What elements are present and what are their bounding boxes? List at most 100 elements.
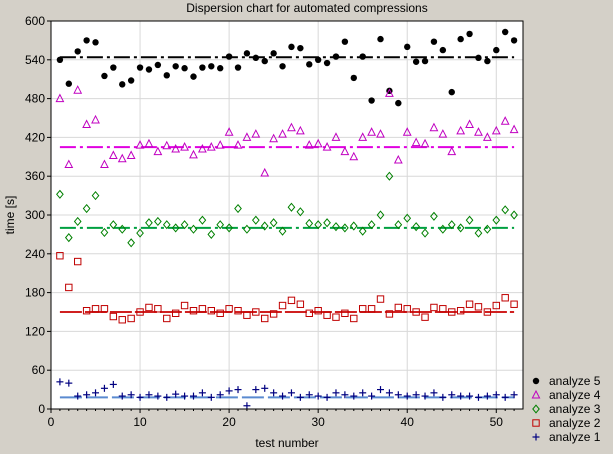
point-analyze-4 [233, 140, 243, 149]
point-analyze-4 [340, 146, 350, 156]
point-analyze-5 [145, 66, 153, 73]
point-analyze-4 [144, 138, 154, 148]
point-analyze-3 [225, 223, 233, 233]
point-analyze-5 [475, 54, 482, 62]
point-analyze-2 [136, 308, 144, 316]
point-analyze-2 [492, 301, 500, 310]
point-analyze-5 [92, 39, 99, 46]
point-analyze-5 [181, 65, 188, 72]
legend-marker-analyze-2 [532, 419, 540, 427]
point-analyze-5 [208, 63, 215, 70]
point-analyze-5 [252, 54, 260, 62]
point-analyze-3 [64, 233, 73, 243]
point-analyze-4 [180, 142, 190, 151]
point-analyze-1 [457, 392, 465, 400]
x-tick-label: 40 [401, 415, 415, 429]
y-tick-label: 180 [25, 286, 45, 300]
point-analyze-5 [306, 61, 313, 68]
point-analyze-1 [234, 386, 242, 394]
point-analyze-4 [456, 125, 466, 135]
point-analyze-1 [323, 393, 331, 401]
y-tick-label: 420 [25, 130, 45, 144]
point-analyze-5 [377, 35, 384, 43]
point-analyze-1 [492, 391, 500, 399]
point-analyze-2 [261, 314, 269, 323]
point-analyze-3 [243, 224, 251, 234]
point-analyze-5 [154, 61, 162, 69]
point-analyze-1 [216, 391, 224, 399]
point-analyze-3 [492, 215, 501, 225]
point-analyze-1 [109, 380, 117, 388]
y-tick-label: 0 [38, 402, 45, 416]
point-analyze-3 [109, 220, 118, 230]
point-analyze-3 [154, 216, 162, 227]
point-analyze-2 [171, 309, 180, 317]
point-analyze-1 [225, 387, 233, 395]
point-analyze-2 [510, 300, 518, 308]
point-analyze-5 [243, 50, 251, 57]
point-analyze-2 [278, 301, 287, 310]
point-analyze-3 [474, 228, 483, 238]
point-analyze-2 [252, 308, 260, 316]
point-analyze-4 [269, 133, 279, 143]
point-analyze-2 [412, 308, 420, 316]
point-analyze-5 [501, 28, 509, 36]
point-analyze-1 [92, 389, 100, 397]
point-analyze-3 [180, 220, 189, 230]
point-analyze-2 [421, 313, 429, 321]
mean-lines [59, 56, 515, 399]
point-analyze-4 [278, 129, 287, 138]
legend-label-analyze-5: analyze 5 [549, 374, 601, 388]
point-analyze-1 [403, 392, 411, 400]
point-analyze-4 [260, 167, 270, 177]
point-analyze-3 [483, 224, 492, 234]
point-analyze-3 [234, 203, 242, 214]
point-analyze-3 [207, 229, 216, 239]
point-analyze-3 [367, 220, 376, 230]
point-analyze-5 [297, 44, 304, 52]
point-analyze-4 [206, 142, 216, 151]
point-analyze-2 [91, 305, 100, 313]
point-analyze-1 [421, 392, 429, 400]
point-analyze-1 [314, 392, 322, 400]
point-analyze-3 [73, 216, 82, 227]
point-analyze-2 [74, 257, 82, 266]
point-analyze-4 [411, 137, 421, 147]
point-analyze-1 [83, 391, 91, 399]
point-analyze-3 [447, 220, 456, 230]
point-analyze-1 [198, 389, 206, 397]
point-analyze-1 [439, 393, 447, 401]
point-analyze-4 [55, 93, 65, 103]
point-analyze-1 [483, 392, 491, 400]
point-analyze-2 [234, 307, 242, 315]
point-analyze-3 [456, 223, 465, 233]
point-analyze-1 [252, 386, 260, 394]
point-analyze-3 [430, 211, 438, 221]
point-analyze-5 [163, 72, 170, 79]
point-analyze-2 [82, 307, 91, 315]
y-tick-label: 360 [25, 169, 45, 183]
point-analyze-2 [456, 307, 465, 315]
point-analyze-2 [367, 305, 376, 313]
point-analyze-2 [385, 310, 394, 318]
point-analyze-2 [323, 311, 331, 319]
point-analyze-3 [358, 226, 367, 236]
point-analyze-3 [385, 171, 394, 181]
point-analyze-5 [493, 46, 500, 54]
point-analyze-4 [438, 129, 448, 138]
point-analyze-3 [189, 224, 198, 234]
point-analyze-1 [163, 393, 171, 401]
point-analyze-4 [91, 114, 100, 124]
point-analyze-5 [225, 53, 233, 60]
point-analyze-4 [304, 140, 314, 149]
point-analyze-5 [279, 63, 286, 70]
point-analyze-4 [171, 143, 181, 153]
chart-title: Dispersion chart for automated compressi… [186, 1, 427, 15]
point-analyze-4 [376, 129, 385, 138]
x-tick-label: 50 [490, 415, 504, 429]
point-analyze-3 [260, 221, 269, 231]
point-analyze-3 [278, 226, 287, 236]
point-analyze-2 [127, 314, 135, 323]
y-tick-label: 60 [32, 363, 46, 377]
point-analyze-3 [251, 215, 260, 225]
